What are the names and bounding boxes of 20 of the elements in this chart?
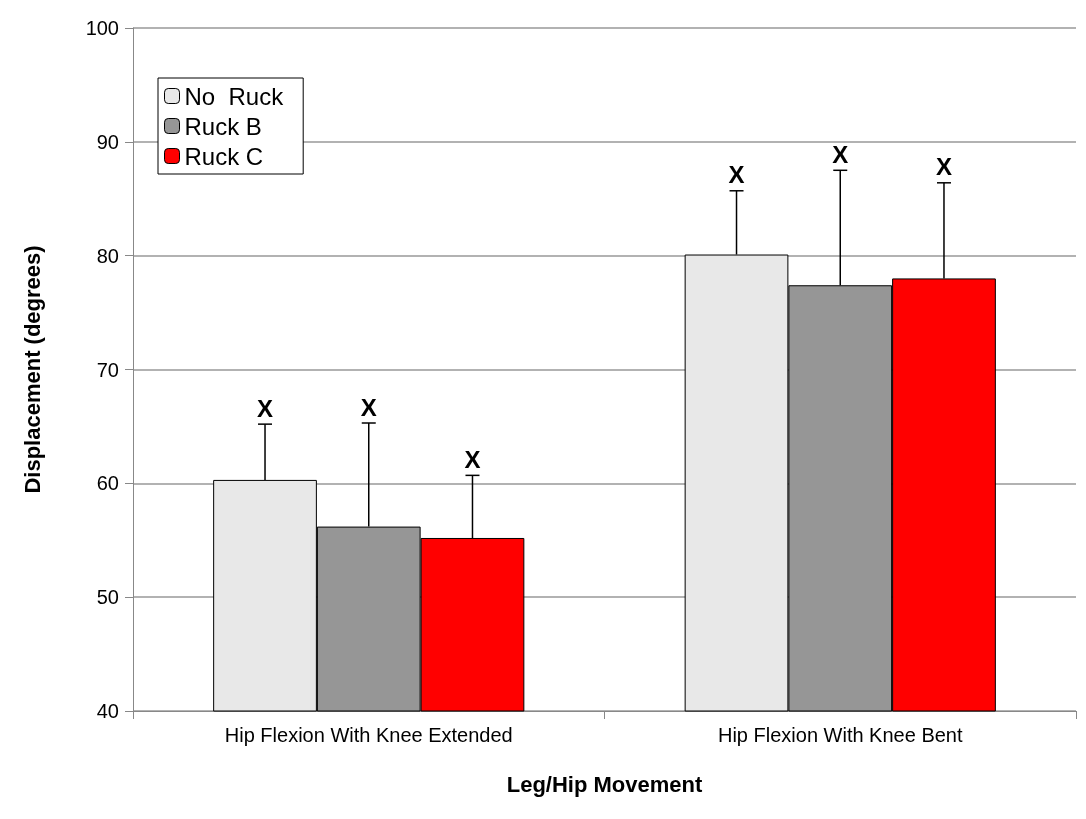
annotation: X [360, 393, 377, 421]
y-tick-label: 40 [96, 700, 119, 722]
y-tick-label: 60 [96, 472, 119, 495]
legend-label: No Ruck [184, 82, 285, 110]
y-tick-label: 80 [96, 244, 119, 267]
legend-label: Ruck B [184, 112, 262, 140]
annotation: X [257, 394, 274, 422]
annotation: X [464, 445, 481, 473]
x-tick-label: Hip Flexion With Knee Extended [224, 724, 513, 746]
annotation: X [935, 153, 952, 181]
y-tick-label: 100 [85, 17, 119, 39]
x-tick-label: Hip Flexion With Knee Bent [717, 724, 963, 746]
y-axis-title: Displacement (degrees) [19, 245, 45, 494]
annotation: X [728, 161, 745, 189]
legend-label: Ruck C [184, 142, 264, 170]
y-tick-label: 50 [96, 586, 119, 609]
x-axis-title: Leg/Hip Movement [506, 771, 703, 797]
y-tick-label: 70 [96, 358, 119, 381]
y-tick-label: 90 [96, 130, 119, 153]
annotation: X [832, 140, 849, 168]
